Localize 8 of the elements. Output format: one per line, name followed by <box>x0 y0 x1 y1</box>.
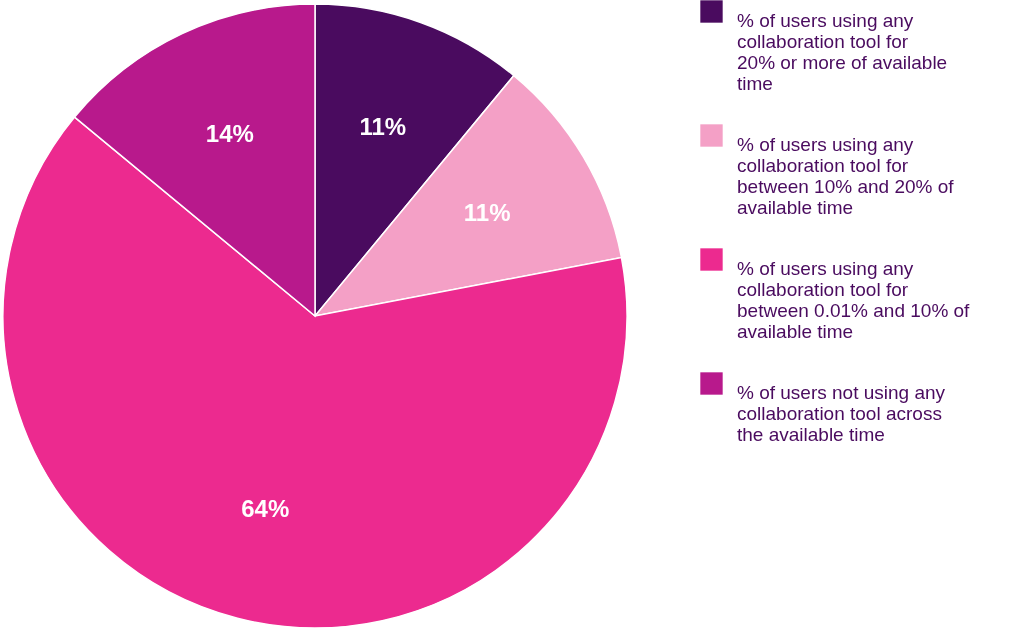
legend-label: % of users using any collaboration tool for between 10% and 20% of available time <box>737 133 955 218</box>
data-label: 14% <box>205 120 254 148</box>
data-label: 11% <box>359 112 407 140</box>
data-label: 64% <box>241 494 290 522</box>
legend-label: % of users using any collaboration tool for between 0.01% and 10% of available time <box>737 257 971 342</box>
legend-label: % of users not using any collaboration tool across the available time <box>737 381 946 445</box>
legend-label: % of users using any collaboration tool for 20% or more of available time <box>737 9 948 94</box>
data-label: 11% <box>463 199 511 227</box>
